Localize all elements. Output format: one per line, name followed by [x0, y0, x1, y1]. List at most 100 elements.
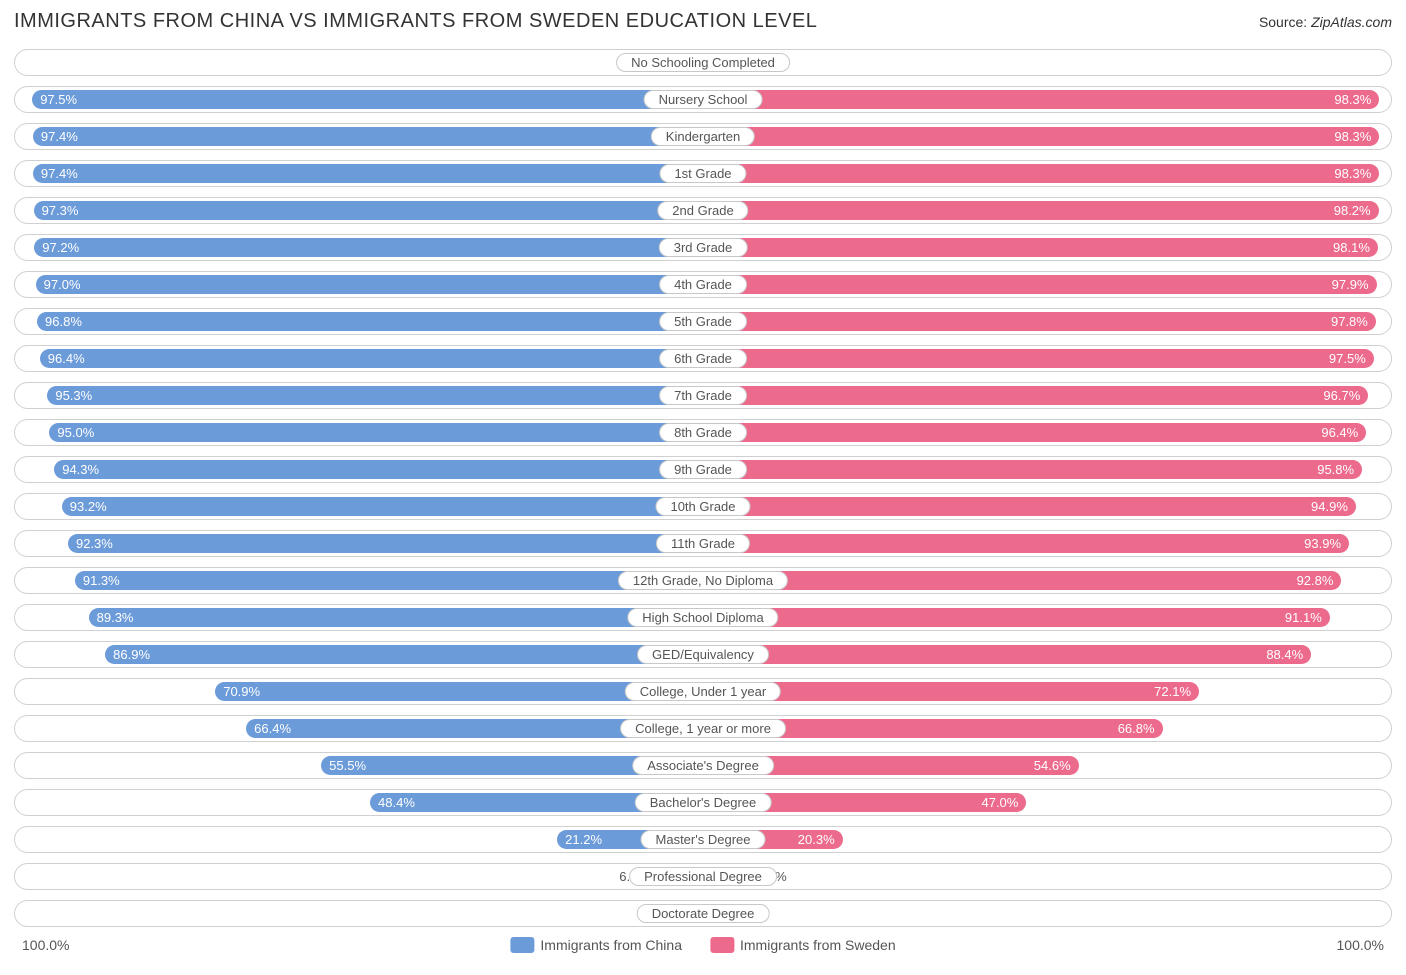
bar-right-value: 94.9%: [1303, 497, 1356, 516]
chart-row: 48.4%47.0%Bachelor's Degree: [14, 789, 1392, 816]
category-label: 3rd Grade: [659, 238, 748, 257]
chart-row: 97.4% 98.3% Kindergarten: [14, 123, 1392, 150]
bar-left: 95.3%: [47, 386, 703, 405]
bar-right: 96.7%: [703, 386, 1368, 405]
bar-right-value: 98.1%: [1325, 238, 1378, 257]
chart-row: 97.4%98.3%1st Grade: [14, 160, 1392, 187]
legend-label-left: Immigrants from China: [540, 937, 682, 953]
bar-right: 96.4%: [703, 423, 1366, 442]
bar-right-value: 98.3%: [1326, 164, 1379, 183]
category-label: 2nd Grade: [657, 201, 748, 220]
category-label: 9th Grade: [659, 460, 747, 479]
category-label: 12th Grade, No Diploma: [618, 571, 788, 590]
bar-left: 95.0%: [49, 423, 703, 442]
bar-left: 97.0%: [36, 275, 703, 294]
bar-right: 94.9%: [703, 497, 1356, 516]
source-label: Source:: [1259, 14, 1311, 30]
category-label: College, Under 1 year: [625, 682, 781, 701]
category-label: 8th Grade: [659, 423, 747, 442]
chart-row: 97.5% 98.3% Nursery School: [14, 86, 1392, 113]
bar-left-value: 97.4%: [33, 127, 86, 146]
bar-right-value: 96.7%: [1315, 386, 1368, 405]
legend-item-left: Immigrants from China: [510, 937, 682, 953]
chart-row: 21.2% 20.3% Master's Degree: [14, 826, 1392, 853]
category-label: Nursery School: [644, 90, 763, 109]
bar-left-value: 92.3%: [68, 534, 121, 553]
bar-left-value: 66.4%: [246, 719, 299, 738]
education-pyramid-chart: 2.6%1.7%No Schooling Completed 97.5% 98.3%…: [14, 49, 1392, 927]
bar-right-value: 88.4%: [1258, 645, 1311, 664]
bar-left-value: 97.0%: [36, 275, 89, 294]
bar-left: 97.2%: [34, 238, 703, 257]
bar-right: 98.3%: [703, 127, 1379, 146]
category-label: Kindergarten: [651, 127, 755, 146]
bar-left-value: 97.2%: [34, 238, 87, 257]
legend-item-right: Immigrants from Sweden: [710, 937, 896, 953]
bar-right-value: 98.2%: [1326, 201, 1379, 220]
bar-left-value: 94.3%: [54, 460, 107, 479]
chart-row: 96.8%97.8%5th Grade: [14, 308, 1392, 335]
bar-left: 91.3%: [75, 571, 703, 590]
bar-right: 97.9%: [703, 275, 1377, 294]
chart-row: 70.9%72.1%College, Under 1 year: [14, 678, 1392, 705]
bar-left-value: 86.9%: [105, 645, 158, 664]
chart-row: 55.5% 54.6% Associate's Degree: [14, 752, 1392, 779]
bar-right-value: 97.5%: [1321, 349, 1374, 368]
chart-row: 94.3%95.8%9th Grade: [14, 456, 1392, 483]
chart-row: 66.4%66.8%College, 1 year or more: [14, 715, 1392, 742]
bar-left-value: 93.2%: [62, 497, 115, 516]
bar-left-value: 97.4%: [33, 164, 86, 183]
category-label: 6th Grade: [659, 349, 747, 368]
bar-left: 96.4%: [40, 349, 703, 368]
bar-right-value: 97.8%: [1323, 312, 1376, 331]
legend-label-right: Immigrants from Sweden: [740, 937, 896, 953]
bar-left: 97.4%: [33, 127, 703, 146]
bar-right: 93.9%: [703, 534, 1349, 553]
category-label: Master's Degree: [641, 830, 766, 849]
bar-right: 92.8%: [703, 571, 1341, 590]
category-label: 4th Grade: [659, 275, 747, 294]
bar-right-value: 98.3%: [1326, 127, 1379, 146]
bar-right-value: 92.8%: [1289, 571, 1342, 590]
category-label: Doctorate Degree: [637, 904, 770, 923]
legend-swatch-left: [510, 937, 534, 953]
bar-left: 97.3%: [34, 201, 703, 220]
chart-row: 92.3%93.9%11th Grade: [14, 530, 1392, 557]
bar-left: 93.2%: [62, 497, 703, 516]
category-label: GED/Equivalency: [637, 645, 769, 664]
bar-left: 86.9%: [105, 645, 703, 664]
bar-right-value: 54.6%: [1026, 756, 1079, 775]
bar-left: 96.8%: [37, 312, 703, 331]
bar-left-value: 95.0%: [49, 423, 102, 442]
bar-right-value: 97.9%: [1324, 275, 1377, 294]
bar-right-value: 98.3%: [1326, 90, 1379, 109]
chart-row: 97.0% 97.9% 4th Grade: [14, 271, 1392, 298]
chart-row: 89.3% 91.1%High School Diploma: [14, 604, 1392, 631]
bar-left-value: 89.3%: [89, 608, 142, 627]
bar-right: 97.5%: [703, 349, 1374, 368]
category-label: 7th Grade: [659, 386, 747, 405]
axis-left-label: 100.0%: [22, 937, 69, 953]
chart-row: 97.3% 98.2% 2nd Grade: [14, 197, 1392, 224]
legend-swatch-right: [710, 937, 734, 953]
bar-left-value: 21.2%: [557, 830, 610, 849]
category-label: Professional Degree: [629, 867, 777, 886]
bar-left: 97.5%: [32, 90, 703, 109]
chart-legend: Immigrants from China Immigrants from Sw…: [510, 937, 895, 953]
bar-right: 98.1%: [703, 238, 1378, 257]
bar-right-value: 20.3%: [790, 830, 843, 849]
chart-row: 2.6%1.7%No Schooling Completed: [14, 49, 1392, 76]
chart-row: 95.3% 96.7% 7th Grade: [14, 382, 1392, 409]
category-label: Associate's Degree: [632, 756, 774, 775]
bar-right-value: 96.4%: [1313, 423, 1366, 442]
axis-right-label: 100.0%: [1337, 937, 1384, 953]
bar-left-value: 55.5%: [321, 756, 374, 775]
category-label: High School Diploma: [627, 608, 778, 627]
bar-right: 91.1%: [703, 608, 1330, 627]
chart-row: 97.2% 98.1% 3rd Grade: [14, 234, 1392, 261]
chart-row: 3.1%2.9%Doctorate Degree: [14, 900, 1392, 927]
bar-left-value: 97.5%: [32, 90, 85, 109]
chart-row: 95.0% 96.4% 8th Grade: [14, 419, 1392, 446]
chart-row: 96.4% 97.5% 6th Grade: [14, 345, 1392, 372]
bar-right: 88.4%: [703, 645, 1311, 664]
